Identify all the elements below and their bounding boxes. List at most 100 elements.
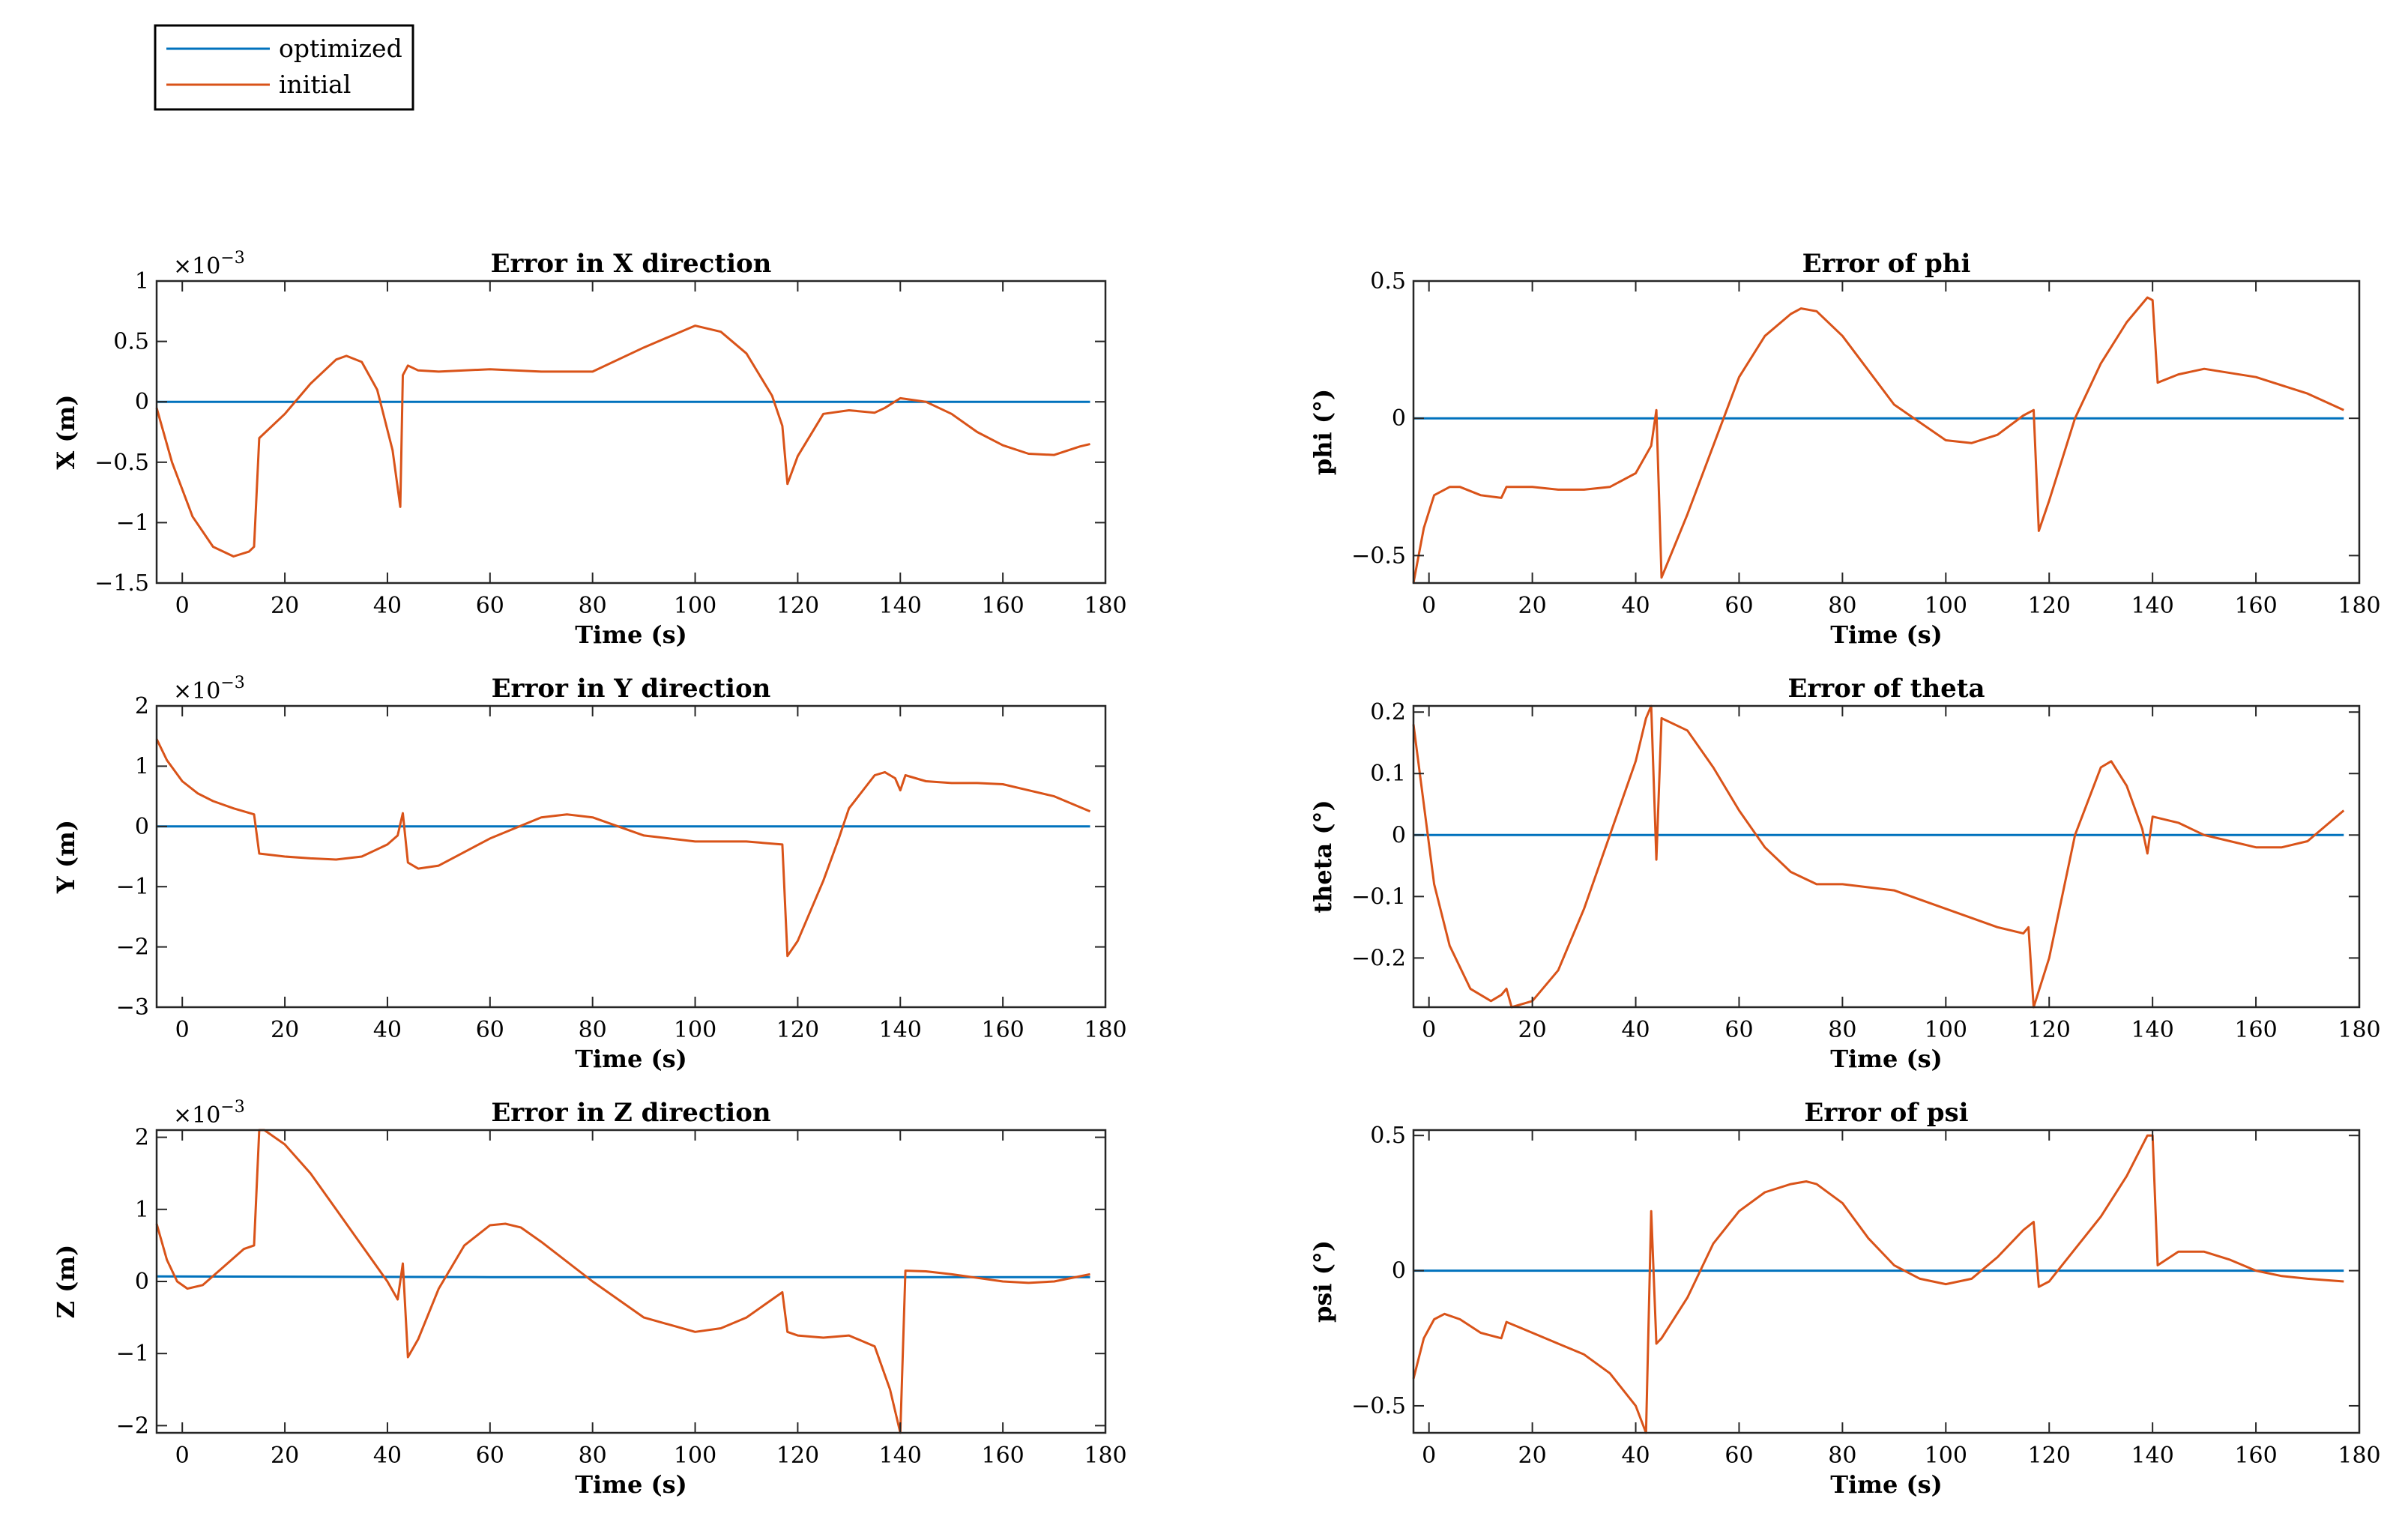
ch5-ylabel: psi (°) (1309, 1240, 1337, 1323)
ch4-ytick-label-4: 0.2 (1370, 699, 1406, 725)
ch0-ytick-label-4: 0.5 (113, 329, 149, 355)
ch1-ytick-label-5: 2 (135, 693, 149, 719)
ch2-xtick-label-6: 120 (776, 1443, 819, 1469)
ch4-xlabel: Time (s) (1830, 1045, 1943, 1073)
ch5-xlabel: Time (s) (1830, 1470, 1943, 1499)
ch5-xtick-label-1: 20 (1518, 1443, 1547, 1469)
ch1-exponent-label: ×10−3 (173, 674, 245, 704)
ch4-xtick-label-0: 0 (1422, 1017, 1436, 1043)
ch0-xtick-label-9: 180 (1084, 593, 1126, 619)
ch5-ytick-label-0: −0.5 (1351, 1393, 1406, 1419)
ch2-xtick-label-4: 80 (579, 1443, 607, 1469)
ch0-title: Error in X direction (491, 249, 772, 279)
ch5-series-initial (1412, 1134, 2344, 1434)
ch4-xtick-label-7: 140 (2131, 1017, 2174, 1043)
ch4-xtick-label-8: 160 (2234, 1017, 2277, 1043)
ch5-axes-bg (1413, 1130, 2359, 1433)
ch1-ytick-label-2: −1 (116, 874, 149, 900)
ch3-ylabel: phi (°) (1309, 389, 1337, 475)
ch5-xtick-label-2: 40 (1621, 1443, 1650, 1469)
ch1-ylabel: Y (m) (52, 820, 80, 894)
ch0-ytick-label-1: −1 (116, 510, 149, 536)
ch1-xtick-label-7: 140 (879, 1017, 922, 1043)
ch3-ytick-label-2: 0.5 (1370, 268, 1406, 295)
ch0-axes-box (155, 280, 1107, 585)
ch3-xtick-label-1: 20 (1518, 593, 1547, 619)
ch1-xtick-label-4: 80 (579, 1017, 607, 1043)
ch0-xtick-label-6: 120 (776, 593, 819, 619)
ch1-ytick-label-4: 1 (135, 753, 149, 779)
ch2-xtick-label-5: 100 (674, 1443, 716, 1469)
ch4-xtick-label-5: 100 (1925, 1017, 1967, 1043)
ch1-ytick-label-0: −3 (116, 994, 149, 1021)
ch2-ytick-label-4: 2 (135, 1125, 149, 1151)
ch5-axes-box (1412, 1129, 2361, 1434)
ch4-ytick-label-1: −0.1 (1351, 884, 1406, 910)
ch1-series-initial (155, 738, 1091, 958)
ch5-xtick-label-6: 120 (2028, 1443, 2071, 1469)
ch3-xtick-label-6: 120 (2028, 593, 2071, 619)
ch0-xtick-label-0: 0 (175, 593, 190, 619)
ch2-xtick-label-2: 40 (373, 1443, 402, 1469)
subplot-phi-error: 0 20 40 60 80 100 120 140 160 180 −0.5 0 0.5 Error of… (1309, 249, 2381, 649)
ch0-axes-bg (157, 281, 1105, 583)
ch3-xtick-label-0: 0 (1422, 593, 1436, 619)
ch2-ytick-label-2: 0 (135, 1269, 149, 1295)
ch1-xlabel: Time (s) (575, 1045, 687, 1073)
ch1-title: Error in Y direction (492, 674, 771, 704)
ch2-xtick-label-1: 20 (271, 1443, 299, 1469)
ch2-ytick-label-0: −2 (116, 1413, 149, 1439)
ch2-ylabel: Z (m) (52, 1245, 80, 1319)
ch3-ytick-label-0: −0.5 (1351, 543, 1406, 569)
ch0-ylabel: X (m) (52, 394, 80, 469)
ch1-xtick-label-6: 120 (776, 1017, 819, 1043)
ch4-xtick-label-2: 40 (1621, 1017, 1650, 1043)
ch2-xtick-label-9: 180 (1084, 1443, 1126, 1469)
ch0-xtick-label-7: 140 (879, 593, 922, 619)
ch1-xtick-label-1: 20 (271, 1017, 299, 1043)
ch5-xtick-label-0: 0 (1422, 1443, 1436, 1469)
ch3-xtick-label-2: 40 (1621, 593, 1650, 619)
ch5-xtick-label-4: 80 (1828, 1443, 1856, 1469)
ch4-xtick-label-3: 60 (1724, 1017, 1753, 1043)
ch2-xtick-label-3: 60 (476, 1443, 504, 1469)
ch4-series-initial (1412, 704, 2345, 1009)
subplot-psi-error: 0 20 40 60 80 100 120 140 160 180 −0.5 0 0.5 Error of… (1309, 1098, 2381, 1499)
ch0-exponent-label: ×10−3 (173, 249, 245, 280)
ch1-xtick-label-2: 40 (373, 1017, 402, 1043)
ch1-ytick-label-3: 0 (135, 814, 149, 840)
ch2-ytick-label-3: 1 (135, 1197, 149, 1223)
ch4-ytick-label-0: −0.2 (1351, 945, 1406, 971)
ch1-axes-box (155, 704, 1107, 1009)
ch0-ytick-label-0: −1.5 (94, 570, 149, 597)
ch4-xtick-label-1: 20 (1518, 1017, 1547, 1043)
ch3-title: Error of phi (1802, 249, 1971, 279)
ch0-series-initial (155, 324, 1090, 558)
ch5-xtick-label-3: 60 (1724, 1443, 1753, 1469)
ch2-xtick-label-0: 0 (175, 1443, 190, 1469)
ch4-title: Error of theta (1787, 674, 1985, 704)
subplot-theta-error: 0 20 40 60 80 100 120 140 160 180 −0.2 −0.1 0 0.1 0.2 E… (1309, 674, 2381, 1073)
ch4-xtick-label-6: 120 (2028, 1017, 2071, 1043)
legend-label-optimized: optimized (279, 34, 402, 63)
ch1-xtick-label-5: 100 (674, 1017, 716, 1043)
ch1-xtick-label-9: 180 (1084, 1017, 1126, 1043)
legend-box (154, 24, 414, 111)
ch5-xtick-label-8: 160 (2234, 1443, 2277, 1469)
ch2-series-optimized (156, 1275, 1090, 1278)
ch2-title: Error in Z direction (491, 1098, 770, 1128)
ch3-axes-box (1412, 280, 2361, 585)
subplot-z-error: 0 20 40 60 80 100 120 140 160 180 −2 −1 0 1 2 ×10−3 Erro… (52, 1098, 1127, 1499)
ch2-xtick-label-8: 160 (982, 1443, 1025, 1469)
ch1-axes-bg (157, 706, 1105, 1007)
ch0-xtick-label-1: 20 (271, 593, 299, 619)
ch0-ytick-label-3: 0 (135, 389, 149, 415)
ch4-ytick-label-2: 0 (1392, 822, 1406, 848)
ch1-ytick-label-1: −2 (116, 934, 149, 961)
ch0-xtick-label-4: 80 (579, 593, 607, 619)
ch4-xtick-label-9: 180 (2338, 1017, 2380, 1043)
ch4-xtick-label-4: 80 (1828, 1017, 1856, 1043)
ch3-xtick-label-3: 60 (1724, 593, 1753, 619)
ch3-series-initial (1412, 296, 2344, 584)
ch1-xtick-label-0: 0 (175, 1017, 190, 1043)
